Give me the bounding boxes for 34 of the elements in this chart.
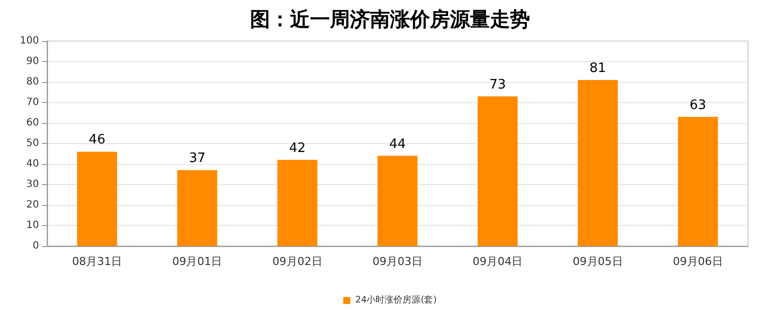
y-tick-label: 50 [26,138,39,149]
y-tick-label: 10 [26,220,39,231]
data-label: 73 [489,77,506,92]
data-label: 63 [690,98,706,113]
data-label: 81 [590,60,606,76]
bar [678,116,718,246]
x-tick-label: 09月04日 [472,255,523,268]
y-tick-label: 40 [26,158,39,170]
data-label: 37 [188,151,206,166]
bar [277,160,318,246]
bar [478,96,518,246]
data-label: 44 [389,136,406,152]
x-tick-label: 09月03日 [372,255,422,268]
chart-title: 图：近一周济南涨价房源量走势 [250,7,530,31]
y-tick-label: 80 [26,76,39,88]
y-tick-label: 30 [26,179,39,190]
x-tick-label: 09月01日 [172,255,222,268]
x-tick-label: 09月02日 [272,255,322,268]
y-tick-label: 70 [26,97,39,108]
bar [378,156,418,246]
y-tick-label: 90 [26,56,39,67]
x-tick-label: 09月05日 [572,255,623,268]
x-tick-label: 08月31日 [72,255,122,268]
bar [177,170,218,246]
bar [578,80,618,246]
y-tick-label: 0 [32,240,39,252]
x-tick-label: 09月06日 [672,255,723,268]
y-tick-label: 20 [26,200,39,210]
data-label: 42 [289,140,306,156]
legend-label: 24小时涨价房源(套) [355,294,437,306]
y-tick-label: 100 [20,36,39,46]
data-label: 46 [88,132,106,148]
bar [77,152,118,246]
y-tick-label: 60 [26,118,39,128]
